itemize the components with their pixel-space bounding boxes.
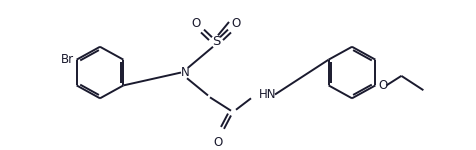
Text: Br: Br [60, 53, 73, 66]
Text: S: S [211, 36, 220, 48]
Text: N: N [180, 66, 189, 79]
Text: O: O [377, 79, 387, 92]
Text: O: O [191, 17, 200, 30]
Text: HN: HN [258, 88, 276, 101]
Text: O: O [231, 17, 240, 30]
Text: O: O [213, 135, 222, 148]
